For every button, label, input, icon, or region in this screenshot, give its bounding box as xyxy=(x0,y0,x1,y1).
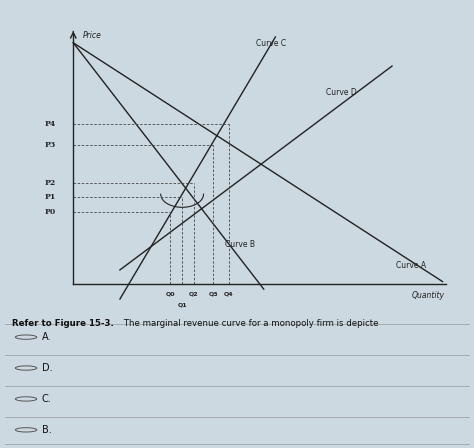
Text: Quantity: Quantity xyxy=(411,291,445,300)
Text: Q2: Q2 xyxy=(189,292,199,297)
Text: P3: P3 xyxy=(45,141,56,149)
Text: Refer to Figure 15-3.: Refer to Figure 15-3. xyxy=(12,319,114,328)
Text: Curve D: Curve D xyxy=(326,88,356,97)
Text: C.: C. xyxy=(42,394,52,404)
Text: Q1: Q1 xyxy=(177,302,187,307)
Text: B.: B. xyxy=(42,425,52,435)
Text: Price: Price xyxy=(83,31,102,40)
Text: Q4: Q4 xyxy=(224,292,234,297)
Text: P4: P4 xyxy=(45,121,56,128)
Text: Q3: Q3 xyxy=(209,292,218,297)
Text: Curve C: Curve C xyxy=(256,39,286,47)
Text: The marginal revenue curve for a monopoly firm is depicte: The marginal revenue curve for a monopol… xyxy=(121,319,378,328)
Text: P2: P2 xyxy=(45,179,56,186)
Text: Curve B: Curve B xyxy=(225,240,255,249)
Text: Curve A: Curve A xyxy=(396,262,426,271)
Text: P0: P0 xyxy=(45,208,56,215)
Text: D.: D. xyxy=(42,363,52,373)
Text: Q0: Q0 xyxy=(166,292,175,297)
Text: A.: A. xyxy=(42,332,51,342)
Text: P1: P1 xyxy=(45,193,56,201)
